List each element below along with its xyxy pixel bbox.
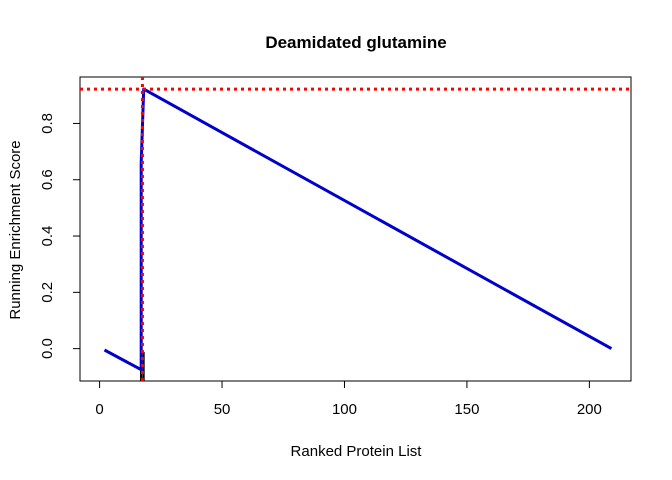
x-tick-label: 200: [577, 401, 602, 418]
chart-title: Deamidated glutamine: [265, 33, 446, 52]
x-tick-label: 0: [95, 401, 103, 418]
plot-marks: [80, 77, 631, 381]
y-tick-label: 0.0: [39, 338, 56, 359]
enrichment-score-line: [103, 87, 613, 372]
y-tick-label: 0.6: [39, 169, 56, 190]
x-tick-label: 50: [214, 401, 231, 418]
plot-frame: [79, 76, 632, 382]
y-tick-label: 0.2: [39, 282, 56, 303]
x-axis-label: Ranked Protein List: [291, 443, 423, 460]
x-tick-label: 150: [454, 401, 479, 418]
y-axis-label: Running Enrichment Score: [7, 140, 24, 319]
y-tick-label: 0.8: [39, 113, 56, 134]
x-axis: 0 50 100 150 200: [95, 380, 602, 418]
y-axis: 0.0 0.2 0.4 0.6 0.8: [39, 113, 81, 359]
x-tick-label: 100: [332, 401, 357, 418]
y-tick-label: 0.4: [39, 226, 56, 247]
